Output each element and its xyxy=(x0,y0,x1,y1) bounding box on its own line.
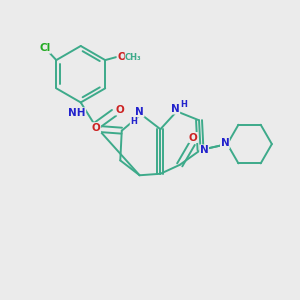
Text: O: O xyxy=(189,133,197,142)
Text: H: H xyxy=(181,100,188,109)
Text: O: O xyxy=(115,105,124,115)
Text: N: N xyxy=(171,104,180,114)
Text: N: N xyxy=(220,139,229,148)
Text: CH₃: CH₃ xyxy=(125,52,142,62)
Text: H: H xyxy=(130,117,137,126)
Text: O: O xyxy=(117,52,126,62)
Text: N: N xyxy=(135,107,144,117)
Text: O: O xyxy=(92,123,100,133)
Text: Cl: Cl xyxy=(39,43,51,53)
Text: NH: NH xyxy=(68,108,86,118)
Text: N: N xyxy=(200,145,208,155)
